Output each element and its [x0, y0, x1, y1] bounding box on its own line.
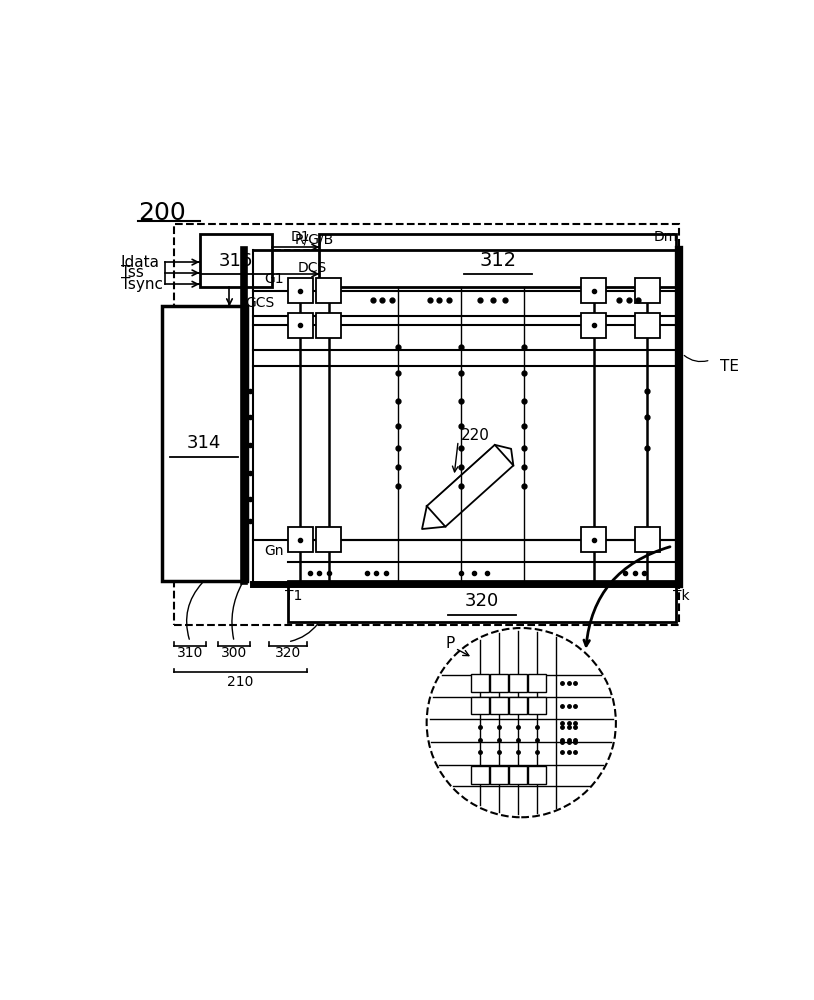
- Bar: [319, 234, 676, 287]
- Bar: [316, 527, 341, 552]
- Bar: [581, 527, 606, 552]
- Bar: [162, 306, 247, 581]
- Bar: [288, 581, 676, 622]
- Text: 300: 300: [221, 646, 247, 660]
- Text: 220: 220: [462, 428, 490, 443]
- Text: DCS: DCS: [297, 261, 326, 275]
- Bar: [635, 313, 660, 338]
- Text: TE: TE: [720, 359, 739, 374]
- Text: 200: 200: [138, 201, 186, 225]
- Text: Tss: Tss: [120, 265, 143, 280]
- Text: Idata: Idata: [120, 255, 160, 270]
- Text: D1: D1: [291, 230, 310, 244]
- Bar: [490, 697, 508, 714]
- Text: Tsync: Tsync: [120, 277, 163, 292]
- Bar: [471, 697, 489, 714]
- Bar: [288, 313, 313, 338]
- Bar: [528, 674, 546, 692]
- Text: G1: G1: [265, 272, 284, 286]
- Bar: [316, 278, 341, 303]
- Text: 210: 210: [227, 675, 254, 689]
- Text: GCS: GCS: [245, 296, 274, 310]
- Bar: [510, 766, 527, 784]
- Text: Tk: Tk: [672, 589, 689, 603]
- Bar: [316, 313, 341, 338]
- Bar: [471, 766, 489, 784]
- Bar: [490, 674, 508, 692]
- Bar: [528, 766, 546, 784]
- Bar: [288, 278, 313, 303]
- Text: 310: 310: [177, 646, 204, 660]
- Text: R/G/B: R/G/B: [294, 233, 334, 247]
- Bar: [635, 527, 660, 552]
- Bar: [635, 278, 660, 303]
- Text: 320: 320: [275, 646, 301, 660]
- Text: 314: 314: [187, 434, 221, 452]
- Text: 312: 312: [479, 251, 516, 270]
- Text: 316: 316: [219, 252, 253, 270]
- Text: Gn: Gn: [265, 544, 284, 558]
- Bar: [581, 278, 606, 303]
- Bar: [510, 674, 527, 692]
- Text: P: P: [445, 636, 455, 651]
- Bar: [528, 697, 546, 714]
- Bar: [471, 674, 489, 692]
- Bar: [581, 313, 606, 338]
- Bar: [199, 234, 272, 287]
- Bar: [490, 766, 508, 784]
- Bar: [174, 224, 679, 625]
- Text: 320: 320: [465, 592, 499, 610]
- Bar: [288, 527, 313, 552]
- Bar: [253, 250, 679, 584]
- Bar: [510, 697, 527, 714]
- Text: Dm: Dm: [654, 230, 678, 244]
- Text: T1: T1: [285, 589, 302, 603]
